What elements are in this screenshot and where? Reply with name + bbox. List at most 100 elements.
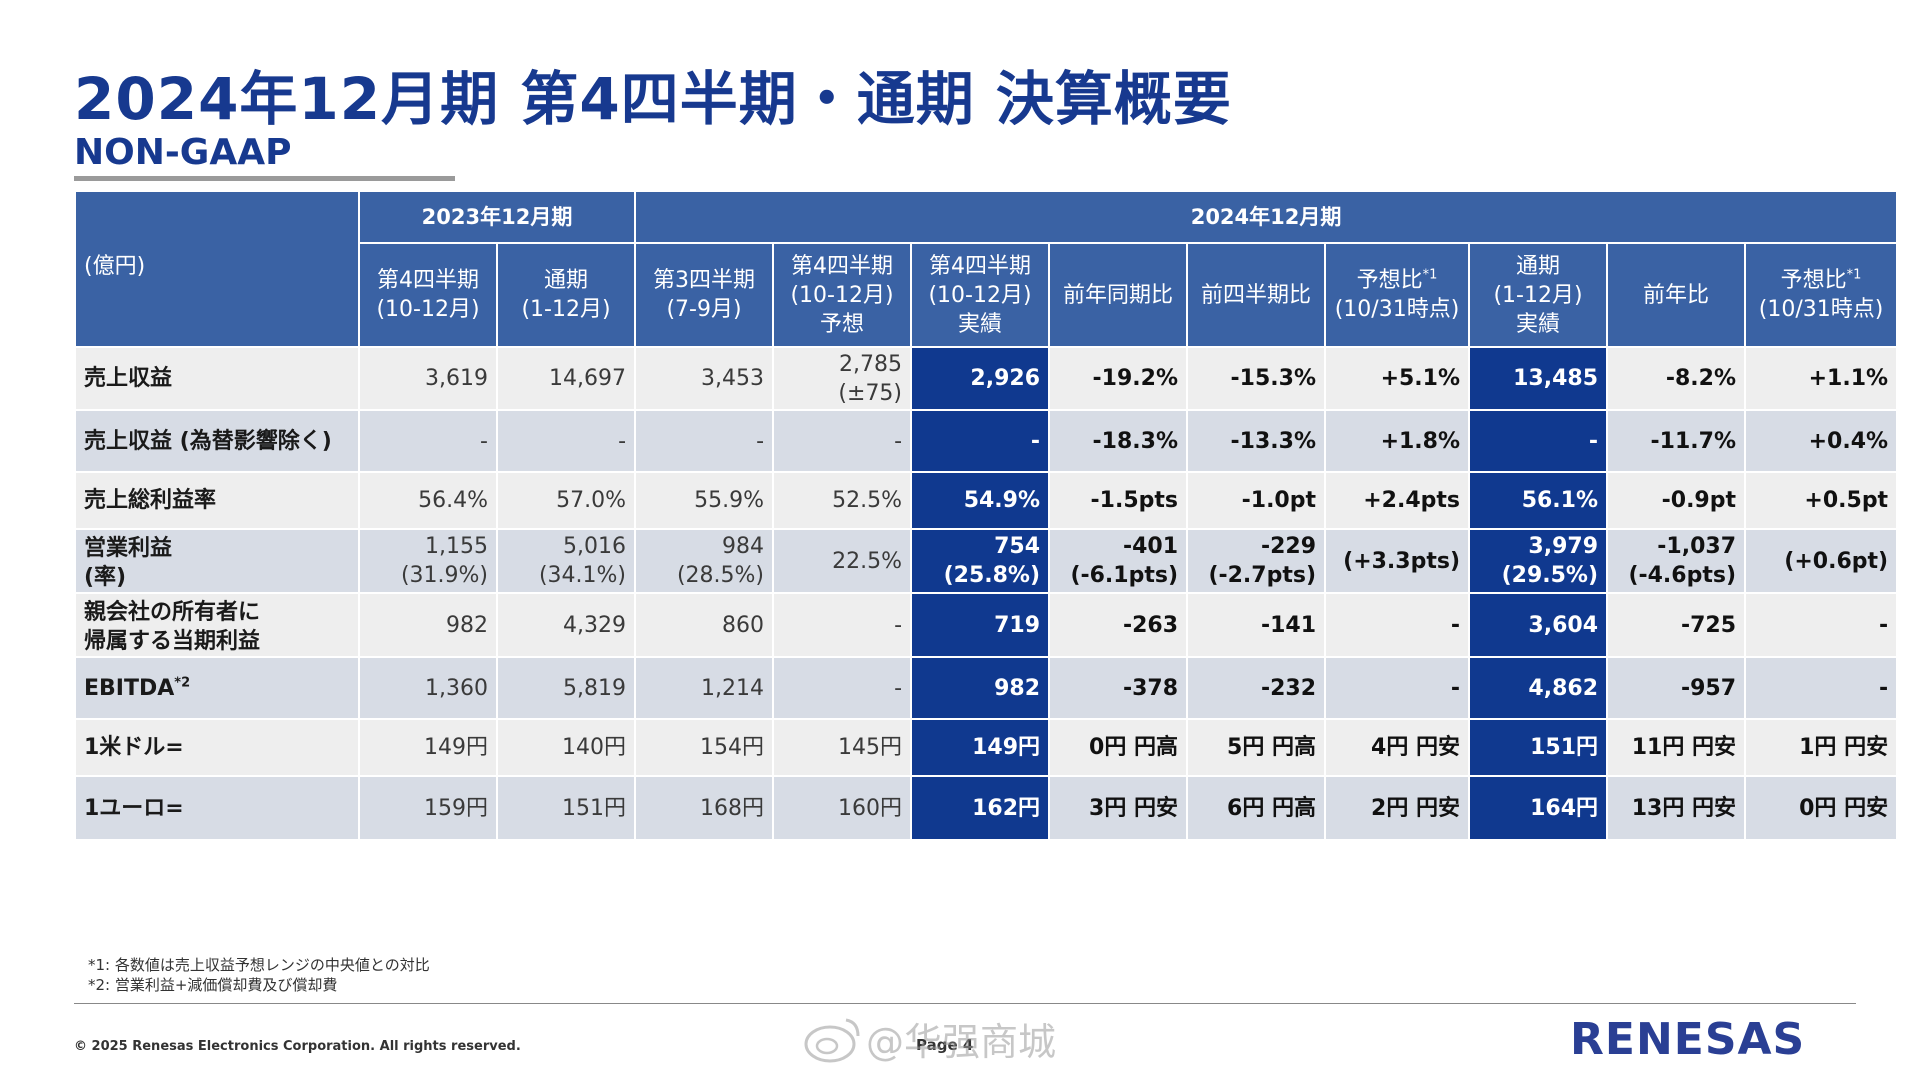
row-label: 売上収益 (為替影響除く) bbox=[74, 409, 360, 473]
table-cell: -229 (-2.7pts) bbox=[1186, 528, 1327, 594]
table-cell: -11.7% bbox=[1606, 409, 1747, 473]
renesas-logo-text: RENESAS bbox=[1570, 1014, 1805, 1062]
row-label: 営業利益 (率) bbox=[74, 528, 360, 594]
copyright-text: © 2025 Renesas Electronics Corporation. … bbox=[74, 1039, 521, 1054]
column-header: 通期 (1-12月) bbox=[495, 242, 637, 348]
table-cell: 11円 円安 bbox=[1606, 718, 1747, 777]
column-header: 第4四半期 (10-12月) bbox=[358, 242, 498, 348]
table-cell: - bbox=[1744, 592, 1899, 658]
column-header: 予想比*1 (10/31時点) bbox=[1744, 242, 1899, 348]
table-row: EBITDA*2 1,360 5,819 1,214-982 -378 -232-4,86… bbox=[74, 656, 1899, 720]
table-cell: 56.4% bbox=[358, 471, 498, 530]
table-cell: 149円 bbox=[910, 718, 1051, 777]
table-cell: -401 (-6.1pts) bbox=[1048, 528, 1189, 594]
table-cell: -19.2% bbox=[1048, 346, 1189, 411]
table-cell: +0.5pt bbox=[1744, 471, 1899, 530]
table-cell: 54.9% bbox=[910, 471, 1051, 530]
table-cell: -725 bbox=[1606, 592, 1747, 658]
table-cell: 14,697 bbox=[495, 346, 637, 411]
table-cell: 982 bbox=[910, 656, 1051, 720]
table-cell: - bbox=[495, 409, 637, 473]
table-cell: 151円 bbox=[495, 775, 637, 841]
table-row: 親会社の所有者に 帰属する当期利益 982 4,329 860-719 -263 -141-… bbox=[74, 592, 1899, 658]
footnote-2: *2: 営業利益+減価償却費及び償却費 bbox=[88, 976, 338, 994]
table-cell: 4,329 bbox=[495, 592, 637, 658]
column-header: 第4四半期 (10-12月) 実績 bbox=[910, 242, 1051, 348]
table-cell: -1.0pt bbox=[1186, 471, 1327, 530]
table-cell: 1,214 bbox=[634, 656, 775, 720]
page-title: 2024年12月期 第4四半期・通期 決算概要 bbox=[74, 65, 1232, 133]
table-cell: 5円 円高 bbox=[1186, 718, 1327, 777]
table-cell: 1円 円安 bbox=[1744, 718, 1899, 777]
table-cell: 4,862 bbox=[1468, 656, 1609, 720]
table-cell: - bbox=[1324, 592, 1471, 658]
table-cell: 145円 bbox=[772, 718, 913, 777]
row-label: EBITDA*2 bbox=[74, 656, 360, 720]
table-cell: 0円 円高 bbox=[1048, 718, 1189, 777]
table-cell: 160円 bbox=[772, 775, 913, 841]
table-cell: -8.2% bbox=[1606, 346, 1747, 411]
table-cell: +1.8% bbox=[1324, 409, 1471, 473]
table-cell: (+0.6pt) bbox=[1744, 528, 1899, 594]
table-cell: 151円 bbox=[1468, 718, 1609, 777]
table-cell: -18.3% bbox=[1048, 409, 1189, 473]
unit-header: (億円) bbox=[74, 190, 360, 348]
table-cell: -13.3% bbox=[1186, 409, 1327, 473]
table-cell: 719 bbox=[910, 592, 1051, 658]
table-row: 1米ドル= 149円 140円 154円 145円 149円 0円 円高 5円 円高 4円 円安… bbox=[74, 718, 1899, 777]
table-cell: 3,619 bbox=[358, 346, 498, 411]
table-cell: 56.1% bbox=[1468, 471, 1609, 530]
table-cell: 860 bbox=[634, 592, 775, 658]
footnote-1: *1: 各数値は売上収益予想レンジの中央値との対比 bbox=[88, 956, 430, 974]
footnotes: *1: 各数値は売上収益予想レンジの中央値との対比 *2: 営業利益+減価償却費… bbox=[88, 955, 430, 995]
column-header: 前年同期比 bbox=[1048, 242, 1189, 348]
watermark-text: @华强商城 bbox=[866, 1020, 1056, 1064]
table-cell: -141 bbox=[1186, 592, 1327, 658]
column-header: 第3四半期 (7-9月) bbox=[634, 242, 775, 348]
table-cell: +2.4pts bbox=[1324, 471, 1471, 530]
table-cell: -263 bbox=[1048, 592, 1189, 658]
table-cell: 4円 円安 bbox=[1324, 718, 1471, 777]
table-row: 売上総利益率 56.4% 57.0% 55.9% 52.5% 54.9% -1.5pts -1… bbox=[74, 471, 1899, 530]
table-cell: 2,926 bbox=[910, 346, 1051, 411]
table-cell: 982 bbox=[358, 592, 498, 658]
table-cell: - bbox=[1324, 656, 1471, 720]
table-cell: 754 (25.8%) bbox=[910, 528, 1051, 594]
weibo-watermark: @华强商城 bbox=[804, 1018, 1056, 1064]
table-row: 営業利益 (率) 1,155 (31.9%) 5,016 (34.1%) 984 (28.5%… bbox=[74, 528, 1899, 594]
table-row: 売上収益 3,619 14,697 3,453 2,785 (±75) 2,926 -19.2… bbox=[74, 346, 1899, 411]
row-label: 1ユーロ= bbox=[74, 775, 360, 841]
page-subtitle: NON-GAAP bbox=[74, 132, 292, 173]
table-cell: 2円 円安 bbox=[1324, 775, 1471, 841]
table-cell: 164円 bbox=[1468, 775, 1609, 841]
subtitle-underline bbox=[74, 176, 455, 181]
table-cell: (+3.3pts) bbox=[1324, 528, 1471, 594]
table-cell: 162円 bbox=[910, 775, 1051, 841]
column-header: 予想比*1 (10/31時点) bbox=[1324, 242, 1471, 348]
table-cell: 140円 bbox=[495, 718, 637, 777]
table-cell: 57.0% bbox=[495, 471, 637, 530]
table-cell: 168円 bbox=[634, 775, 775, 841]
column-header: 前四半期比 bbox=[1186, 242, 1327, 348]
table-cell: - bbox=[772, 409, 913, 473]
table-cell: - bbox=[634, 409, 775, 473]
table-cell: 1,360 bbox=[358, 656, 498, 720]
table-cell: 154円 bbox=[634, 718, 775, 777]
table-cell: 13円 円安 bbox=[1606, 775, 1747, 841]
column-header: 第4四半期 (10-12月) 予想 bbox=[772, 242, 913, 348]
table-row: 売上収益 (為替影響除く) - - - - - -18.3% -13.3% +1.8% - -11.… bbox=[74, 409, 1899, 473]
table-cell: 6円 円高 bbox=[1186, 775, 1327, 841]
row-label: 1米ドル= bbox=[74, 718, 360, 777]
table-cell: - bbox=[358, 409, 498, 473]
table-cell: 5,016 (34.1%) bbox=[495, 528, 637, 594]
table-cell: 2,785 (±75) bbox=[772, 346, 913, 411]
table-row: 1ユーロ= 159円 151円 168円 160円 162円 3円 円安 6円 円高 2円 円安… bbox=[74, 775, 1899, 841]
table-cell: 55.9% bbox=[634, 471, 775, 530]
row-label: 親会社の所有者に 帰属する当期利益 bbox=[74, 592, 360, 658]
table-cell: - bbox=[910, 409, 1051, 473]
table-cell: 159円 bbox=[358, 775, 498, 841]
table-cell: -232 bbox=[1186, 656, 1327, 720]
table-cell: +1.1% bbox=[1744, 346, 1899, 411]
table-cell: 3,979 (29.5%) bbox=[1468, 528, 1609, 594]
group-header-2023: 2023年12月期 bbox=[357, 190, 637, 244]
